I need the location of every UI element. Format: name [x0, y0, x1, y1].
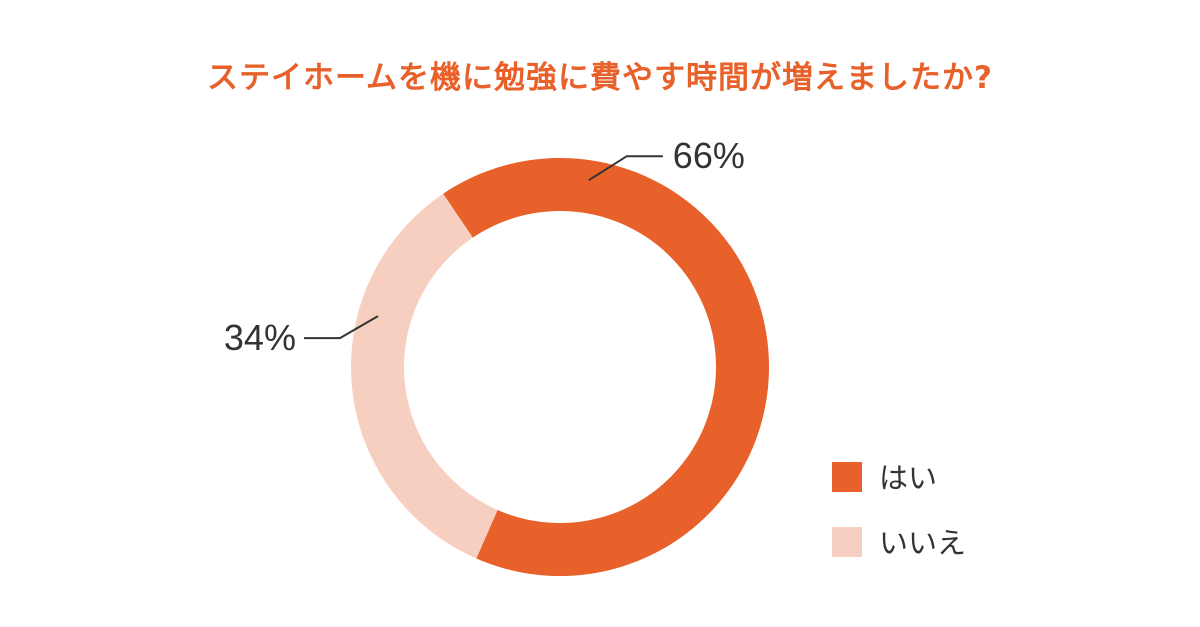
donut-slices	[350, 158, 769, 577]
leader-line-no	[303, 315, 379, 340]
value-label-yes: 66%	[673, 135, 745, 176]
leader-line-yes	[588, 155, 663, 182]
leader-lines	[303, 155, 663, 340]
legend-label-no: いいえ	[879, 526, 966, 560]
value-label-no: 34%	[224, 317, 296, 358]
slice-no	[350, 193, 498, 559]
value-labels: 66% 34%	[224, 135, 745, 358]
legend-label-yes: はい	[879, 461, 937, 495]
chart-title: ステイホームを機に勉強に費やす時間が増えましたか?	[206, 60, 994, 96]
legend-swatch-yes	[832, 462, 862, 492]
slice-yes	[443, 158, 769, 577]
legend-swatch-no	[832, 527, 862, 557]
